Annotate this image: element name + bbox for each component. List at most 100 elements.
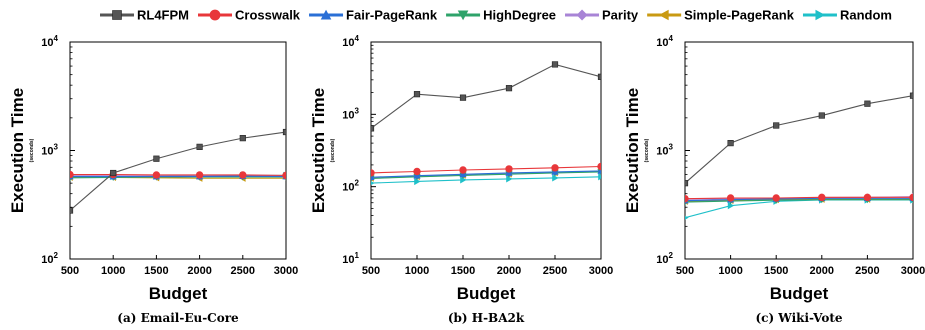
y-tick-label: 103 [41,143,58,158]
data-point [282,128,286,136]
x-tick-label: 500 [362,265,380,277]
data-point [505,165,513,173]
y-tick-label: 103 [342,106,359,121]
data-point [371,169,375,177]
data-point [195,171,204,179]
x-axis-title: Budget [149,284,208,303]
y-tick-exponent: 2 [669,251,674,260]
y-tick-exponent: 2 [355,179,360,188]
y-tick-exponent: 3 [54,143,59,152]
y-axis-unit: (seconds) [29,138,35,162]
series-line [371,171,601,179]
legend-entry-simple-pagerank: Simple-PageRank [647,8,795,23]
data-point [727,202,735,210]
series-rl4fpm [70,128,286,214]
x-tick-label: 500 [61,265,79,277]
y-tick-base: 10 [41,254,53,266]
data-point [371,181,375,186]
data-point [459,166,467,174]
panel-caption: (b) H-BA2k [448,311,525,325]
series-line [70,131,286,211]
y-tick-label: 102 [656,251,673,266]
data-point [597,167,601,174]
legend-marker [576,9,588,21]
legend-label: Simple-PageRank [684,8,795,23]
data-point [818,193,826,202]
x-tick-label: 3000 [589,265,613,277]
y-axis-unit: (seconds) [644,138,650,162]
data-point [864,100,871,107]
y-tick-base: 10 [656,37,668,49]
data-point [459,94,467,101]
y-tick-exponent: 3 [669,143,674,152]
x-tick-label: 2500 [543,265,567,277]
data-point [909,193,913,202]
legend-marker [320,9,332,20]
x-tick-label: 2000 [497,265,521,277]
data-point [818,112,825,119]
x-tick-label: 2000 [810,265,834,277]
y-tick-exponent: 3 [355,106,360,115]
x-tick-label: 1500 [764,265,788,277]
series-highdegree [371,169,601,183]
series-line [685,196,913,200]
data-point [153,155,160,162]
legend-label: Parity [602,8,639,23]
legend-entry-rl4fpm: RL4FPM [100,8,189,23]
data-point [196,143,203,150]
y-tick-base: 10 [342,109,354,121]
y-tick-label: 104 [342,34,359,49]
legend-marker [658,9,669,21]
data-point [413,91,421,98]
legend-entry-highdegree: HighDegree [446,8,556,23]
data-point [552,174,559,182]
series-fair-pagerank [371,167,601,181]
series-line [371,63,601,129]
legend-marker [815,9,826,21]
series-line [685,95,913,184]
chart-panels: 500 1000 1500 2000 2500 3000102103104BudgetEx… [8,34,925,325]
legend-entry-fair-pagerank: Fair-PageRank [309,8,438,23]
legend-label: HighDegree [483,8,556,23]
y-tick-base: 10 [656,146,668,158]
data-point [597,162,601,171]
x-tick-label: 3000 [274,265,298,277]
legend-label: RL4FPM [137,8,189,23]
series-line [371,176,601,184]
data-point [772,194,780,202]
data-point [282,171,286,180]
data-point [863,193,872,202]
plot-frame [69,41,287,260]
series-crosswalk [371,162,601,177]
data-point [727,140,734,147]
legend-entry-random: Random [802,8,892,23]
y-tick-label: 103 [656,143,673,158]
series-random [371,173,601,186]
x-tick-label: 3000 [901,265,925,277]
y-axis-unit: (seconds) [330,138,336,162]
data-point [909,92,913,99]
y-tick-base: 10 [342,182,354,194]
data-point [459,170,467,178]
series-crosswalk [685,193,913,203]
data-point [239,171,247,179]
data-point [551,164,559,172]
y-tick-label: 104 [41,34,58,49]
y-tick-base: 10 [41,146,53,158]
x-axis-title: Budget [770,284,829,303]
y-tick-exponent: 4 [355,34,360,43]
chart-panel-a-email-eu-core: 500 1000 1500 2000 2500 3000102103104BudgetEx… [8,34,298,325]
data-point [685,180,689,187]
y-tick-exponent: 4 [669,34,674,43]
y-tick-exponent: 1 [355,251,360,260]
data-point [685,215,689,220]
series-layer [685,92,913,220]
plot-frame [370,41,602,260]
chart-panel-b-h-ba2k: 500 1000 1500 2000 2500 3000101102103104Budge… [309,34,613,325]
y-tick-base: 10 [342,254,354,266]
y-axis-title: Execution Time [8,88,27,213]
data-point [371,125,375,132]
y-tick-base: 10 [41,37,53,49]
data-point [152,171,161,179]
data-point [685,194,689,203]
